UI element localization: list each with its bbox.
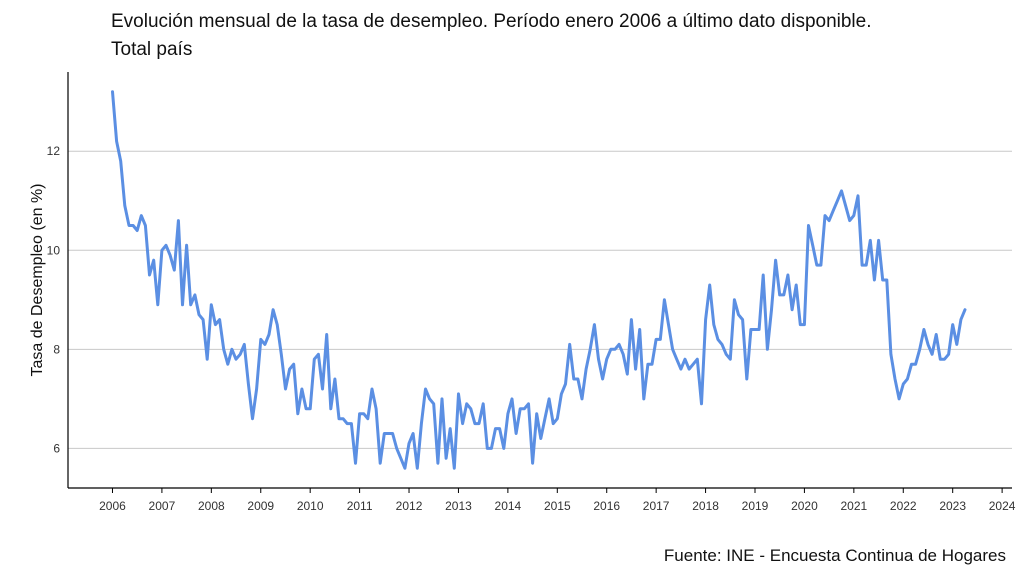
chart-title-line: Evolución mensual de la tasa de desemple… — [111, 11, 872, 32]
y-tick-label: 8 — [53, 342, 60, 356]
x-tick-label: 2008 — [198, 499, 225, 513]
x-tick-label: 2012 — [396, 499, 423, 513]
x-tick-label: 2014 — [495, 499, 522, 513]
x-tick-label: 2021 — [840, 499, 867, 513]
x-tick-label: 2015 — [544, 499, 571, 513]
x-tick-label: 2018 — [692, 499, 719, 513]
x-tick-label: 2007 — [149, 499, 176, 513]
x-tick-label: 2013 — [445, 499, 472, 513]
series-line — [111, 90, 967, 470]
y-axis-label: Tasa de Desempleo (en %) — [29, 184, 46, 377]
x-tick-label: 2011 — [347, 499, 373, 513]
x-tick-label: 2019 — [742, 499, 769, 513]
x-tick-label: 2010 — [297, 499, 324, 513]
x-tick-label: 2024 — [989, 499, 1016, 513]
y-tick-label: 6 — [53, 441, 60, 455]
x-tick-label: 2009 — [247, 499, 274, 513]
x-tick-label: 2020 — [791, 499, 818, 513]
x-tick-label: 2006 — [99, 499, 126, 513]
x-tick-label: 2022 — [890, 499, 917, 513]
x-tick-label: 2016 — [593, 499, 620, 513]
chart-title: Evolución mensual de la tasa de desemple… — [111, 8, 991, 64]
y-tick-label: 12 — [47, 144, 61, 158]
x-tick-label: 2023 — [939, 499, 966, 513]
source-note: Fuente: INE - Encuesta Continua de Hogar… — [663, 546, 1006, 565]
chart-subtitle: Total país — [111, 39, 193, 60]
y-tick-label: 10 — [47, 243, 61, 257]
x-tick-label: 2017 — [643, 499, 670, 513]
